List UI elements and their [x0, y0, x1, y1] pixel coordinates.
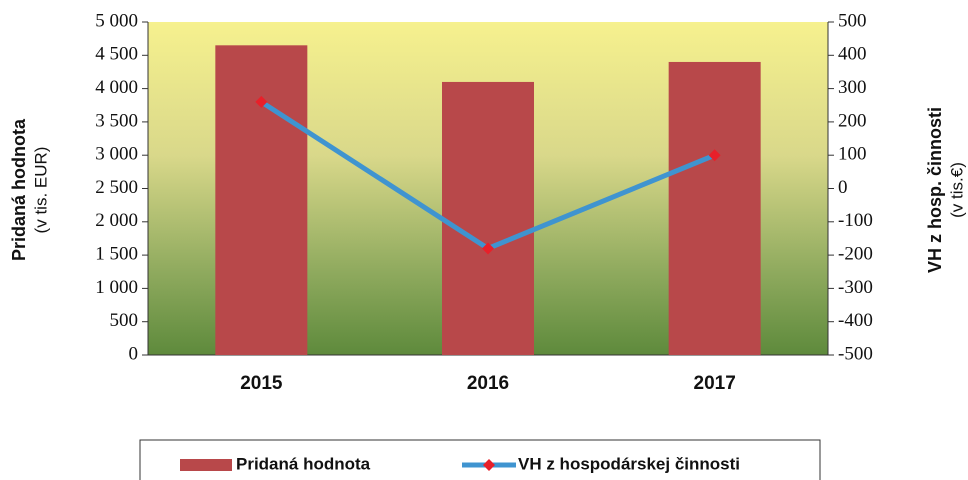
y2-axis-label: (v tis.€): [947, 162, 966, 218]
marker: [708, 149, 721, 162]
y2-tick-label: 100: [838, 144, 867, 165]
legend-marker: [483, 459, 495, 471]
y2-tick-label: 300: [838, 77, 867, 98]
y-tick-label: 3 000: [95, 144, 138, 165]
y-tick-label: 0: [129, 343, 139, 364]
y-tick-label: 1 500: [95, 243, 138, 264]
legend-box: [139, 439, 821, 480]
y-tick-label: 4 000: [95, 77, 138, 98]
y2-tick-label: 400: [838, 44, 867, 65]
y2-tick-label: 0: [838, 177, 848, 198]
y2-tick-label: -200: [838, 243, 873, 264]
y2-tick-label: 500: [838, 10, 867, 31]
y2-tick-label: -500: [838, 343, 873, 364]
marker: [255, 95, 268, 108]
x-tick-label: 2016: [467, 373, 509, 394]
legend-label: Pridaná hodnota: [236, 454, 371, 473]
y-tick-label: 5 000: [95, 10, 138, 31]
y2-tick-label: -400: [838, 310, 873, 331]
x-tick-label: 2017: [694, 373, 736, 394]
bar: [442, 81, 534, 355]
y-axis-label: (v tis. EUR): [31, 147, 50, 234]
x-tick-label: 2015: [240, 373, 283, 394]
bar: [215, 45, 308, 356]
y-tick-label: 3 500: [95, 110, 138, 131]
y2-axis-label: VH z hosp. činnosti: [925, 107, 945, 273]
legend-label: VH z hospodárskej činnosti: [518, 454, 740, 473]
bar: [668, 61, 761, 356]
y-tick-label: 1 000: [95, 277, 138, 298]
y2-tick-label: 200: [838, 110, 867, 131]
y-tick-label: 4 500: [95, 44, 138, 65]
y-tick-label: 2 500: [95, 177, 138, 198]
legend-swatch: [180, 459, 232, 471]
marker: [482, 242, 494, 255]
y2-tick-label: -300: [838, 277, 873, 298]
y-tick-label: 500: [110, 310, 139, 331]
y-tick-label: 2 000: [95, 210, 138, 231]
y-axis-label: Pridaná hodnota: [9, 118, 29, 261]
y2-tick-label: -100: [838, 210, 873, 231]
